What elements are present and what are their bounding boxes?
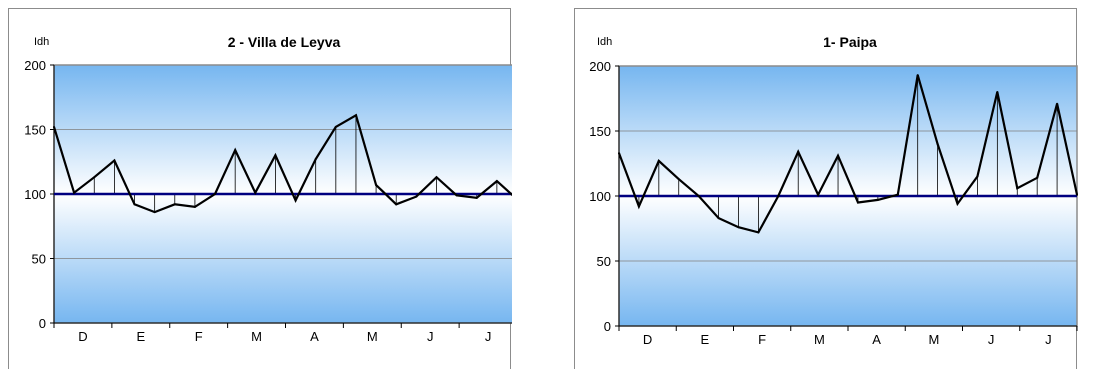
data-point: [475, 196, 478, 199]
x-tick-label: F: [758, 332, 766, 347]
data-point: [214, 193, 217, 195]
data-point: [916, 74, 919, 77]
data-point: [415, 195, 418, 198]
y-tick-label: 50: [32, 252, 46, 267]
data-point: [1016, 187, 1019, 190]
data-point: [817, 193, 820, 196]
data-point: [455, 194, 458, 197]
chart-title: 2 - Villa de Leyva: [228, 34, 341, 50]
data-point: [976, 175, 979, 178]
data-point: [294, 199, 297, 202]
data-point: [797, 150, 800, 153]
y-tick-label: 0: [604, 319, 611, 334]
y-tick-label: 150: [589, 124, 611, 139]
x-tick-label: M: [814, 332, 825, 347]
series-line: [52, 113, 512, 214]
x-tick-label: J: [485, 329, 492, 344]
data-point: [173, 203, 176, 206]
data-point: [637, 205, 640, 208]
data-point: [1036, 176, 1039, 179]
x-tick-label: J: [427, 329, 434, 344]
x-tick-label: A: [872, 332, 881, 347]
data-point: [936, 143, 939, 145]
y-tick-label: 100: [24, 187, 46, 202]
x-tick-label: E: [136, 329, 145, 344]
x-tick-label: E: [701, 332, 710, 347]
y-axis-label: Idh: [34, 36, 49, 48]
x-tick-label: F: [195, 329, 203, 344]
y-tick-label: 200: [24, 58, 46, 73]
y-tick-label: 50: [597, 254, 611, 269]
data-point: [837, 154, 840, 157]
data-point: [737, 226, 740, 229]
data-point: [697, 195, 700, 197]
x-tick-label: M: [251, 329, 262, 344]
chart-villa-de-leyva: 2 - Villa de Leyva Idh 0 50 100 150 200 D E F M A…: [24, 34, 512, 344]
data-point: [1056, 102, 1059, 105]
x-tick-label: A: [310, 329, 319, 344]
data-point: [234, 149, 237, 152]
data-point: [113, 159, 116, 162]
data-point: [193, 205, 196, 208]
x-tick-label: D: [643, 332, 652, 347]
data-point: [274, 154, 277, 157]
data-point: [956, 202, 959, 205]
y-tick-label: 200: [589, 59, 611, 74]
data-point: [93, 176, 96, 179]
data-point: [133, 203, 136, 206]
data-point: [677, 178, 680, 181]
data-point: [395, 203, 398, 206]
data-point: [314, 158, 317, 161]
data-point: [618, 152, 620, 155]
x-tick-label: J: [1045, 332, 1052, 347]
series-line: [617, 74, 1078, 234]
data-point: [495, 180, 498, 183]
data-point: [777, 195, 780, 197]
data-point: [334, 125, 337, 128]
data-point: [53, 125, 55, 128]
chart-panel-paipa: 1- Paipa Idh 0 50 100 150 200 D E F M A M J J: [574, 8, 1078, 369]
data-point: [896, 193, 899, 196]
data-point: [717, 217, 720, 220]
data-point: [757, 231, 760, 234]
data-point: [73, 191, 76, 194]
data-point: [1076, 193, 1078, 196]
data-point: [657, 159, 660, 162]
chart-paipa: 1- Paipa Idh 0 50 100 150 200 D E F M A M J J: [589, 34, 1078, 347]
x-tick-label: M: [367, 329, 378, 344]
data-point: [996, 91, 999, 93]
x-tick-label: M: [928, 332, 939, 347]
chart-panel-villa-de-leyva: 2 - Villa de Leyva Idh 0 50 100 150 200 D E F M A…: [8, 8, 512, 369]
data-point: [435, 176, 438, 179]
chart-title: 1- Paipa: [823, 34, 877, 50]
y-tick-label: 100: [589, 189, 611, 204]
y-axis-label: Idh: [597, 36, 612, 48]
data-point: [153, 211, 156, 214]
data-point: [856, 201, 859, 204]
y-tick-label: 150: [24, 123, 46, 138]
x-tick-label: D: [78, 329, 87, 344]
x-tick-label: J: [988, 332, 995, 347]
y-tick-label: 0: [39, 316, 46, 331]
data-point: [375, 183, 378, 186]
data-point: [876, 198, 879, 201]
data-point: [354, 114, 357, 117]
data-point: [254, 191, 257, 194]
